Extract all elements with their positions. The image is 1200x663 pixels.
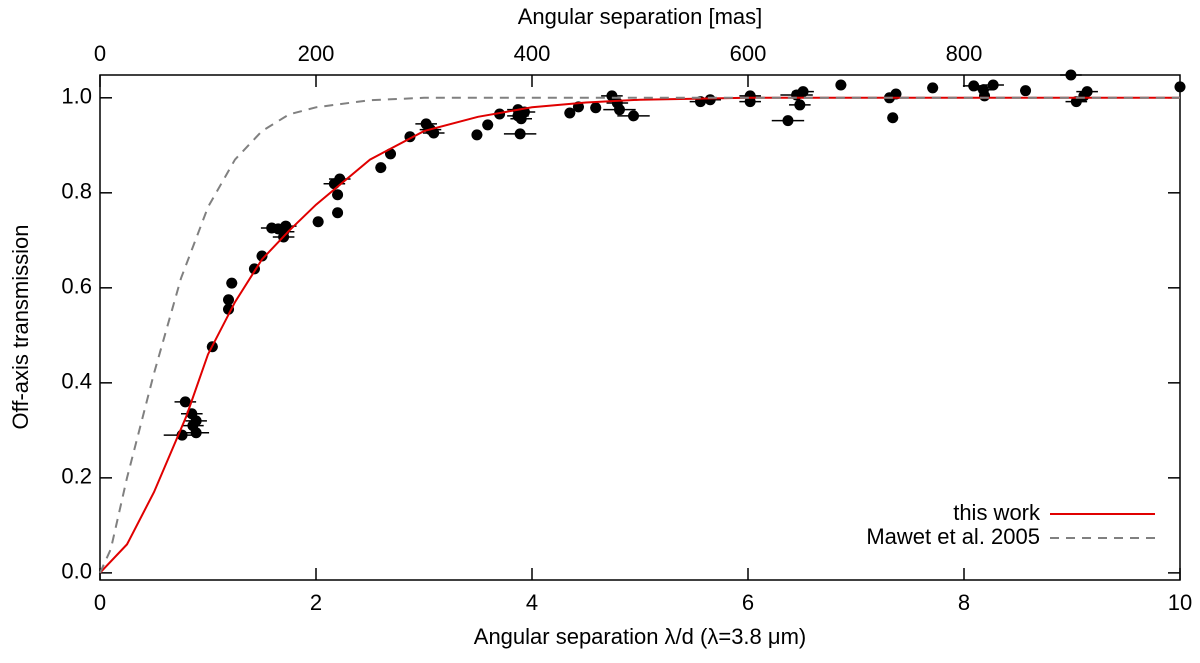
x2-tick-label: 800 <box>946 41 983 66</box>
data-point <box>471 129 483 141</box>
data-point <box>179 396 191 408</box>
x2-tick-label: 600 <box>730 41 767 66</box>
x2-tick-label: 200 <box>298 41 335 66</box>
y-tick-label: 0.0 <box>61 559 92 584</box>
data-point <box>1081 86 1093 98</box>
data-point <box>927 82 939 94</box>
data-point <box>979 90 991 102</box>
y-axis-label: Off-axis transmission <box>8 225 33 430</box>
data-point <box>1020 85 1032 97</box>
data-point <box>312 216 324 228</box>
legend-label: this work <box>953 500 1041 525</box>
data-point <box>887 112 899 124</box>
x-axis-label: Angular separation λ/d (λ=3.8 μm) <box>474 624 806 649</box>
data-point <box>797 86 809 98</box>
data-point <box>704 94 716 106</box>
data-point <box>590 102 602 114</box>
y-tick-label: 0.2 <box>61 464 92 489</box>
y-tick-label: 0.6 <box>61 274 92 299</box>
data-point <box>1174 81 1186 93</box>
x2-tick-label: 0 <box>94 41 106 66</box>
data-point <box>332 207 344 219</box>
x-tick-label: 6 <box>742 590 754 615</box>
x-tick-label: 10 <box>1168 590 1192 615</box>
legend-label: Mawet et al. 2005 <box>866 524 1040 549</box>
data-point <box>968 80 980 92</box>
data-point <box>1065 69 1077 81</box>
x-tick-label: 0 <box>94 590 106 615</box>
data-point <box>564 107 576 119</box>
data-point <box>890 88 902 100</box>
y-tick-label: 0.8 <box>61 179 92 204</box>
data-point <box>256 250 268 262</box>
data-point <box>744 96 756 108</box>
data-point <box>280 220 292 232</box>
data-point <box>223 303 235 315</box>
data-point <box>332 189 344 201</box>
data-point <box>782 115 794 127</box>
y-tick-label: 0.4 <box>61 369 92 394</box>
data-point <box>613 104 625 116</box>
data-point <box>226 277 238 289</box>
curve <box>99 96 1180 574</box>
y-tick-label: 1.0 <box>61 84 92 109</box>
data-point <box>190 427 202 439</box>
x-tick-label: 4 <box>526 590 538 615</box>
data-point <box>482 119 494 131</box>
x-tick-label: 2 <box>310 590 322 615</box>
x2-tick-label: 400 <box>514 41 551 66</box>
data-point <box>190 415 202 427</box>
data-point <box>835 79 847 91</box>
x2-axis-label: Angular separation [mas] <box>518 4 763 29</box>
data-point <box>375 162 387 174</box>
data-point <box>514 128 526 140</box>
plot-frame <box>99 74 1181 581</box>
data-point <box>628 110 640 122</box>
data-point <box>223 294 235 306</box>
data-point <box>794 99 806 111</box>
data-point <box>987 79 999 91</box>
x-tick-label: 8 <box>958 590 970 615</box>
data-point <box>1070 96 1082 108</box>
